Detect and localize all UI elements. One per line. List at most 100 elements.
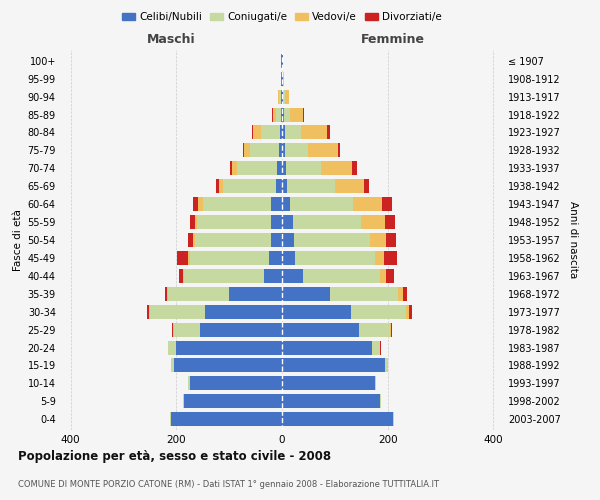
Bar (275, 179, 282, 193)
Bar (364, 179, 369, 193)
Bar (271, 215, 282, 229)
Bar (205, 304, 282, 318)
Bar (293, 215, 361, 229)
Bar (393, 412, 394, 426)
Bar (320, 162, 352, 175)
Bar (280, 126, 282, 140)
Legend: Celibi/Nubili, Coniugati/e, Vedovi/e, Divorziati/e: Celibi/Nubili, Coniugati/e, Vedovi/e, Di… (118, 8, 446, 26)
Bar (273, 108, 275, 122)
Bar (295, 251, 374, 265)
Bar (385, 358, 388, 372)
Bar (195, 215, 197, 229)
Bar (183, 269, 184, 283)
Bar (353, 197, 382, 211)
Bar (352, 162, 356, 175)
Bar (197, 215, 271, 229)
Bar (282, 287, 329, 301)
Bar (178, 251, 188, 265)
Bar (184, 394, 282, 408)
Bar (216, 179, 218, 193)
Y-axis label: Fasce di età: Fasce di età (13, 209, 23, 271)
Bar (386, 269, 394, 283)
Bar (287, 179, 335, 193)
Bar (279, 144, 282, 158)
Bar (232, 162, 237, 175)
Bar (384, 251, 397, 265)
Bar (290, 108, 303, 122)
Bar (374, 251, 384, 265)
Y-axis label: Anni di nascita: Anni di nascita (568, 202, 578, 278)
Bar (372, 340, 380, 354)
Bar (293, 233, 370, 247)
Bar (193, 233, 195, 247)
Bar (281, 108, 282, 122)
Bar (403, 287, 407, 301)
Bar (262, 126, 280, 140)
Bar (374, 376, 376, 390)
Bar (170, 412, 171, 426)
Bar (282, 197, 290, 211)
Bar (193, 197, 199, 211)
Bar (282, 376, 374, 390)
Bar (409, 304, 412, 318)
Bar (269, 251, 282, 265)
Bar (359, 322, 391, 336)
Bar (370, 233, 386, 247)
Bar (190, 215, 195, 229)
Bar (282, 304, 351, 318)
Bar (183, 394, 184, 408)
Bar (244, 144, 250, 158)
Text: Maschi: Maschi (146, 34, 196, 46)
Bar (283, 72, 284, 86)
Bar (284, 144, 308, 158)
Bar (301, 126, 327, 140)
Bar (281, 90, 282, 104)
Bar (203, 197, 271, 211)
Bar (329, 287, 398, 301)
Bar (179, 269, 183, 283)
Bar (385, 215, 395, 229)
Bar (282, 90, 283, 104)
Bar (284, 126, 301, 140)
Bar (184, 269, 263, 283)
Bar (263, 269, 282, 283)
Text: Femmine: Femmine (361, 34, 425, 46)
Bar (285, 90, 289, 104)
Bar (282, 394, 380, 408)
Bar (237, 162, 277, 175)
Bar (386, 233, 395, 247)
Bar (176, 340, 282, 354)
Bar (271, 197, 282, 211)
Bar (282, 126, 284, 140)
Bar (164, 287, 167, 301)
Bar (167, 287, 169, 301)
Bar (150, 304, 205, 318)
Bar (361, 215, 385, 229)
Bar (195, 233, 271, 247)
Bar (223, 179, 275, 193)
Bar (169, 287, 229, 301)
Bar (282, 179, 287, 193)
Bar (391, 322, 392, 336)
Bar (147, 304, 149, 318)
Bar (282, 322, 359, 336)
Bar (282, 108, 284, 122)
Bar (200, 322, 282, 336)
Bar (282, 269, 303, 283)
Text: Popolazione per età, sesso e stato civile - 2008: Popolazione per età, sesso e stato civil… (18, 450, 331, 463)
Bar (380, 394, 381, 408)
Bar (280, 90, 281, 104)
Bar (278, 90, 280, 104)
Bar (282, 340, 372, 354)
Bar (188, 376, 190, 390)
Bar (230, 162, 232, 175)
Bar (282, 233, 293, 247)
Bar (190, 376, 282, 390)
Bar (243, 144, 244, 158)
Bar (275, 108, 281, 122)
Bar (290, 197, 353, 211)
Bar (169, 340, 176, 354)
Bar (282, 412, 393, 426)
Bar (173, 322, 200, 336)
Bar (271, 233, 282, 247)
